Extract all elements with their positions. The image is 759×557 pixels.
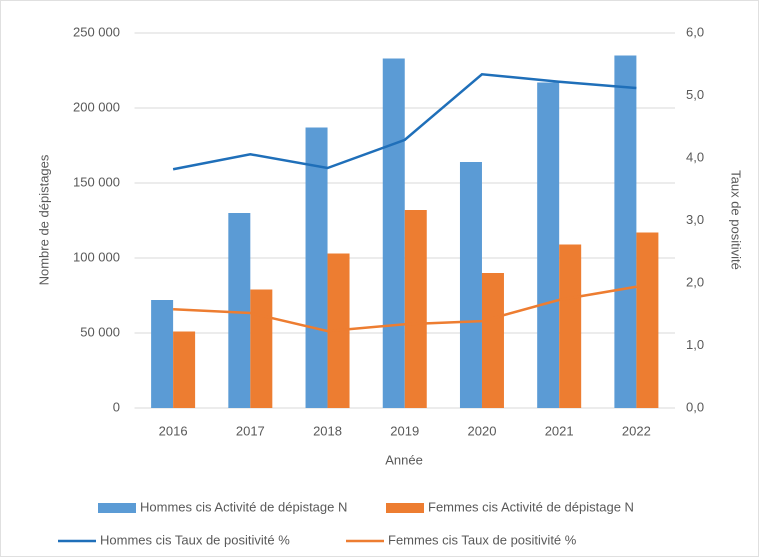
y2-tick-label: 3,0 xyxy=(686,212,704,227)
y-tick-label: 150 000 xyxy=(73,174,120,189)
y2-tick-label: 2,0 xyxy=(686,274,704,289)
y-tick-label: 250 000 xyxy=(73,24,120,39)
x-tick-label: 2017 xyxy=(236,423,265,438)
bar xyxy=(228,213,251,408)
y2-tick-label: 4,0 xyxy=(686,149,704,164)
y2-tick-label: 5,0 xyxy=(686,87,704,102)
y-tick-label: 200 000 xyxy=(73,99,120,114)
y2-tick-label: 1,0 xyxy=(686,337,704,352)
x-tick-label: 2016 xyxy=(159,423,188,438)
y-tick-label: 0 xyxy=(113,399,120,414)
y-tick-label: 100 000 xyxy=(73,249,120,264)
bar xyxy=(151,300,174,408)
line xyxy=(173,285,637,333)
bar xyxy=(305,127,328,408)
legend-label: Femmes cis Activité de dépistage N xyxy=(428,499,634,514)
bar xyxy=(614,55,637,408)
x-axis-label: Année xyxy=(385,452,423,467)
bar xyxy=(382,58,405,408)
legend-label: Femmes cis Taux de positivité % xyxy=(388,532,577,547)
x-tick-label: 2019 xyxy=(390,423,419,438)
bar xyxy=(537,82,560,408)
y-tick-label: 50 000 xyxy=(80,324,120,339)
y2-tick-label: 6,0 xyxy=(686,24,704,39)
legend-label: Hommes cis Activité de dépistage N xyxy=(140,499,347,514)
x-tick-label: 2020 xyxy=(468,423,497,438)
bar xyxy=(459,162,482,408)
line xyxy=(172,72,637,171)
x-tick-label: 2022 xyxy=(622,423,651,438)
x-tick-label: 2021 xyxy=(545,423,574,438)
legend-swatch xyxy=(98,503,136,513)
bar xyxy=(636,232,659,408)
bar xyxy=(481,273,504,408)
legend-swatch xyxy=(386,503,424,513)
y-axis-label: Nombre de dépistages xyxy=(36,154,51,285)
x-tick-label: 2018 xyxy=(313,423,342,438)
y2-tick-label: 0,0 xyxy=(686,399,704,414)
bar xyxy=(559,244,582,408)
y2-axis-label: Taux de positivité xyxy=(729,170,744,270)
bar xyxy=(173,331,196,408)
legend-label: Hommes cis Taux de positivité % xyxy=(100,532,290,547)
bar xyxy=(250,289,273,408)
bar xyxy=(404,210,427,408)
